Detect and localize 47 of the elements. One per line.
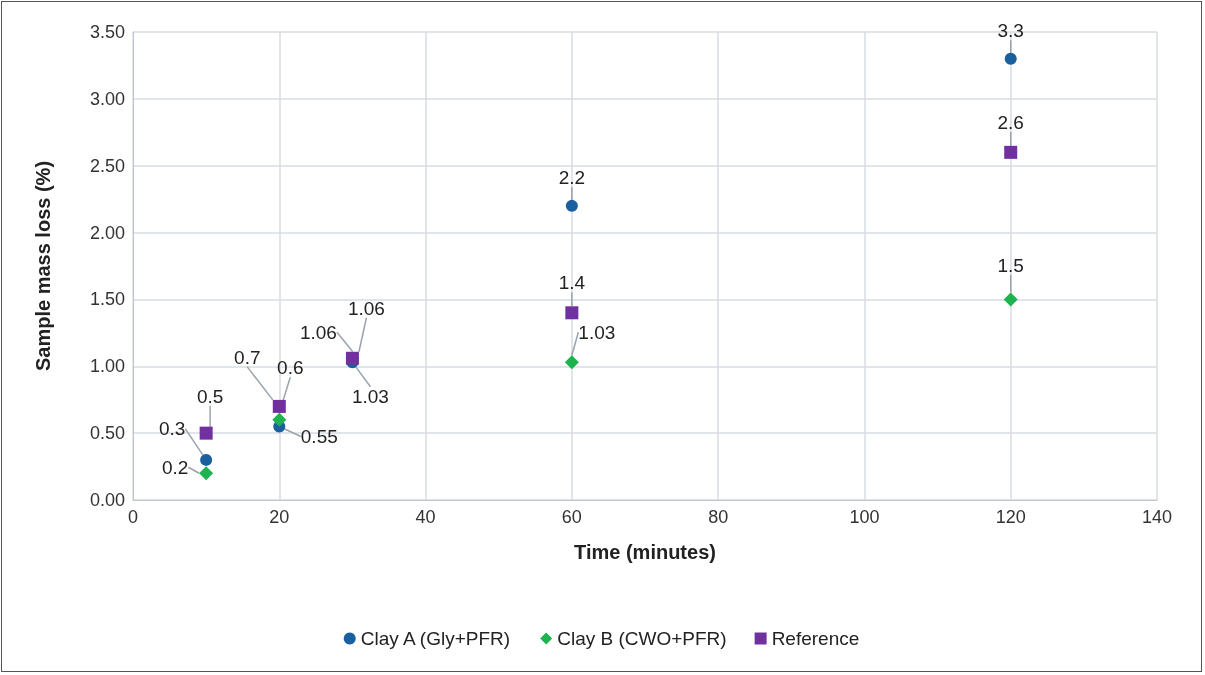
x-tick-label: 80 [708, 507, 729, 527]
data-label: 0.5 [196, 385, 224, 407]
point [200, 453, 213, 466]
point [199, 466, 214, 481]
point [565, 199, 578, 212]
data-label: 1.06 [347, 297, 385, 319]
y-tick-label: 1.50 [89, 289, 125, 310]
x-axis-title: Time (minutes) [574, 541, 716, 563]
data-label: 0.6 [277, 357, 304, 379]
y-tick-label: 3.50 [89, 22, 125, 42]
data-label: 0.7 [234, 346, 261, 368]
point [272, 412, 287, 427]
x-tick-label: 100 [849, 507, 880, 527]
x-tick-label: 0 [127, 507, 139, 527]
data-label: 0.2 [161, 456, 189, 478]
y-tick-label: 3.00 [89, 88, 125, 109]
y-tick-label: 0.00 [89, 490, 125, 510]
point [1004, 52, 1017, 65]
data-label: 1.03 [351, 385, 389, 407]
point [564, 355, 579, 370]
legend-label: Clay B (CWO+PFR) [557, 628, 727, 649]
y-tick-label: 0.50 [89, 423, 125, 444]
x-tick-label: 60 [561, 507, 582, 527]
data-label: 0.55 [300, 425, 338, 447]
x-tick-label: 120 [995, 507, 1026, 527]
data-label: 3.3 [997, 20, 1024, 42]
data-label: 1.4 [558, 272, 586, 294]
data-label: 2.6 [997, 111, 1024, 133]
data-label: 0.3 [158, 418, 186, 440]
x-tick-label: 20 [269, 507, 290, 527]
y-axis-title: Sample mass loss (%) [32, 160, 54, 372]
y-tick-label: 2.50 [89, 155, 125, 176]
data-label: 1.06 [299, 321, 337, 343]
legend-label: Reference [771, 628, 860, 649]
point [272, 399, 286, 413]
y-tick-label: 1.00 [89, 356, 125, 377]
point [565, 306, 579, 320]
x-tick-label: 40 [415, 507, 436, 527]
data-label: 1.03 [578, 321, 616, 343]
point [1003, 292, 1018, 307]
point [1004, 145, 1018, 159]
data-label: 1.5 [997, 254, 1024, 276]
x-tick-label: 140 [1141, 507, 1173, 527]
y-tick-label: 2.00 [89, 222, 125, 243]
point [199, 426, 213, 440]
data-label: 2.2 [558, 167, 586, 189]
legend-label: Clay A (Gly+PFR) [360, 628, 511, 649]
